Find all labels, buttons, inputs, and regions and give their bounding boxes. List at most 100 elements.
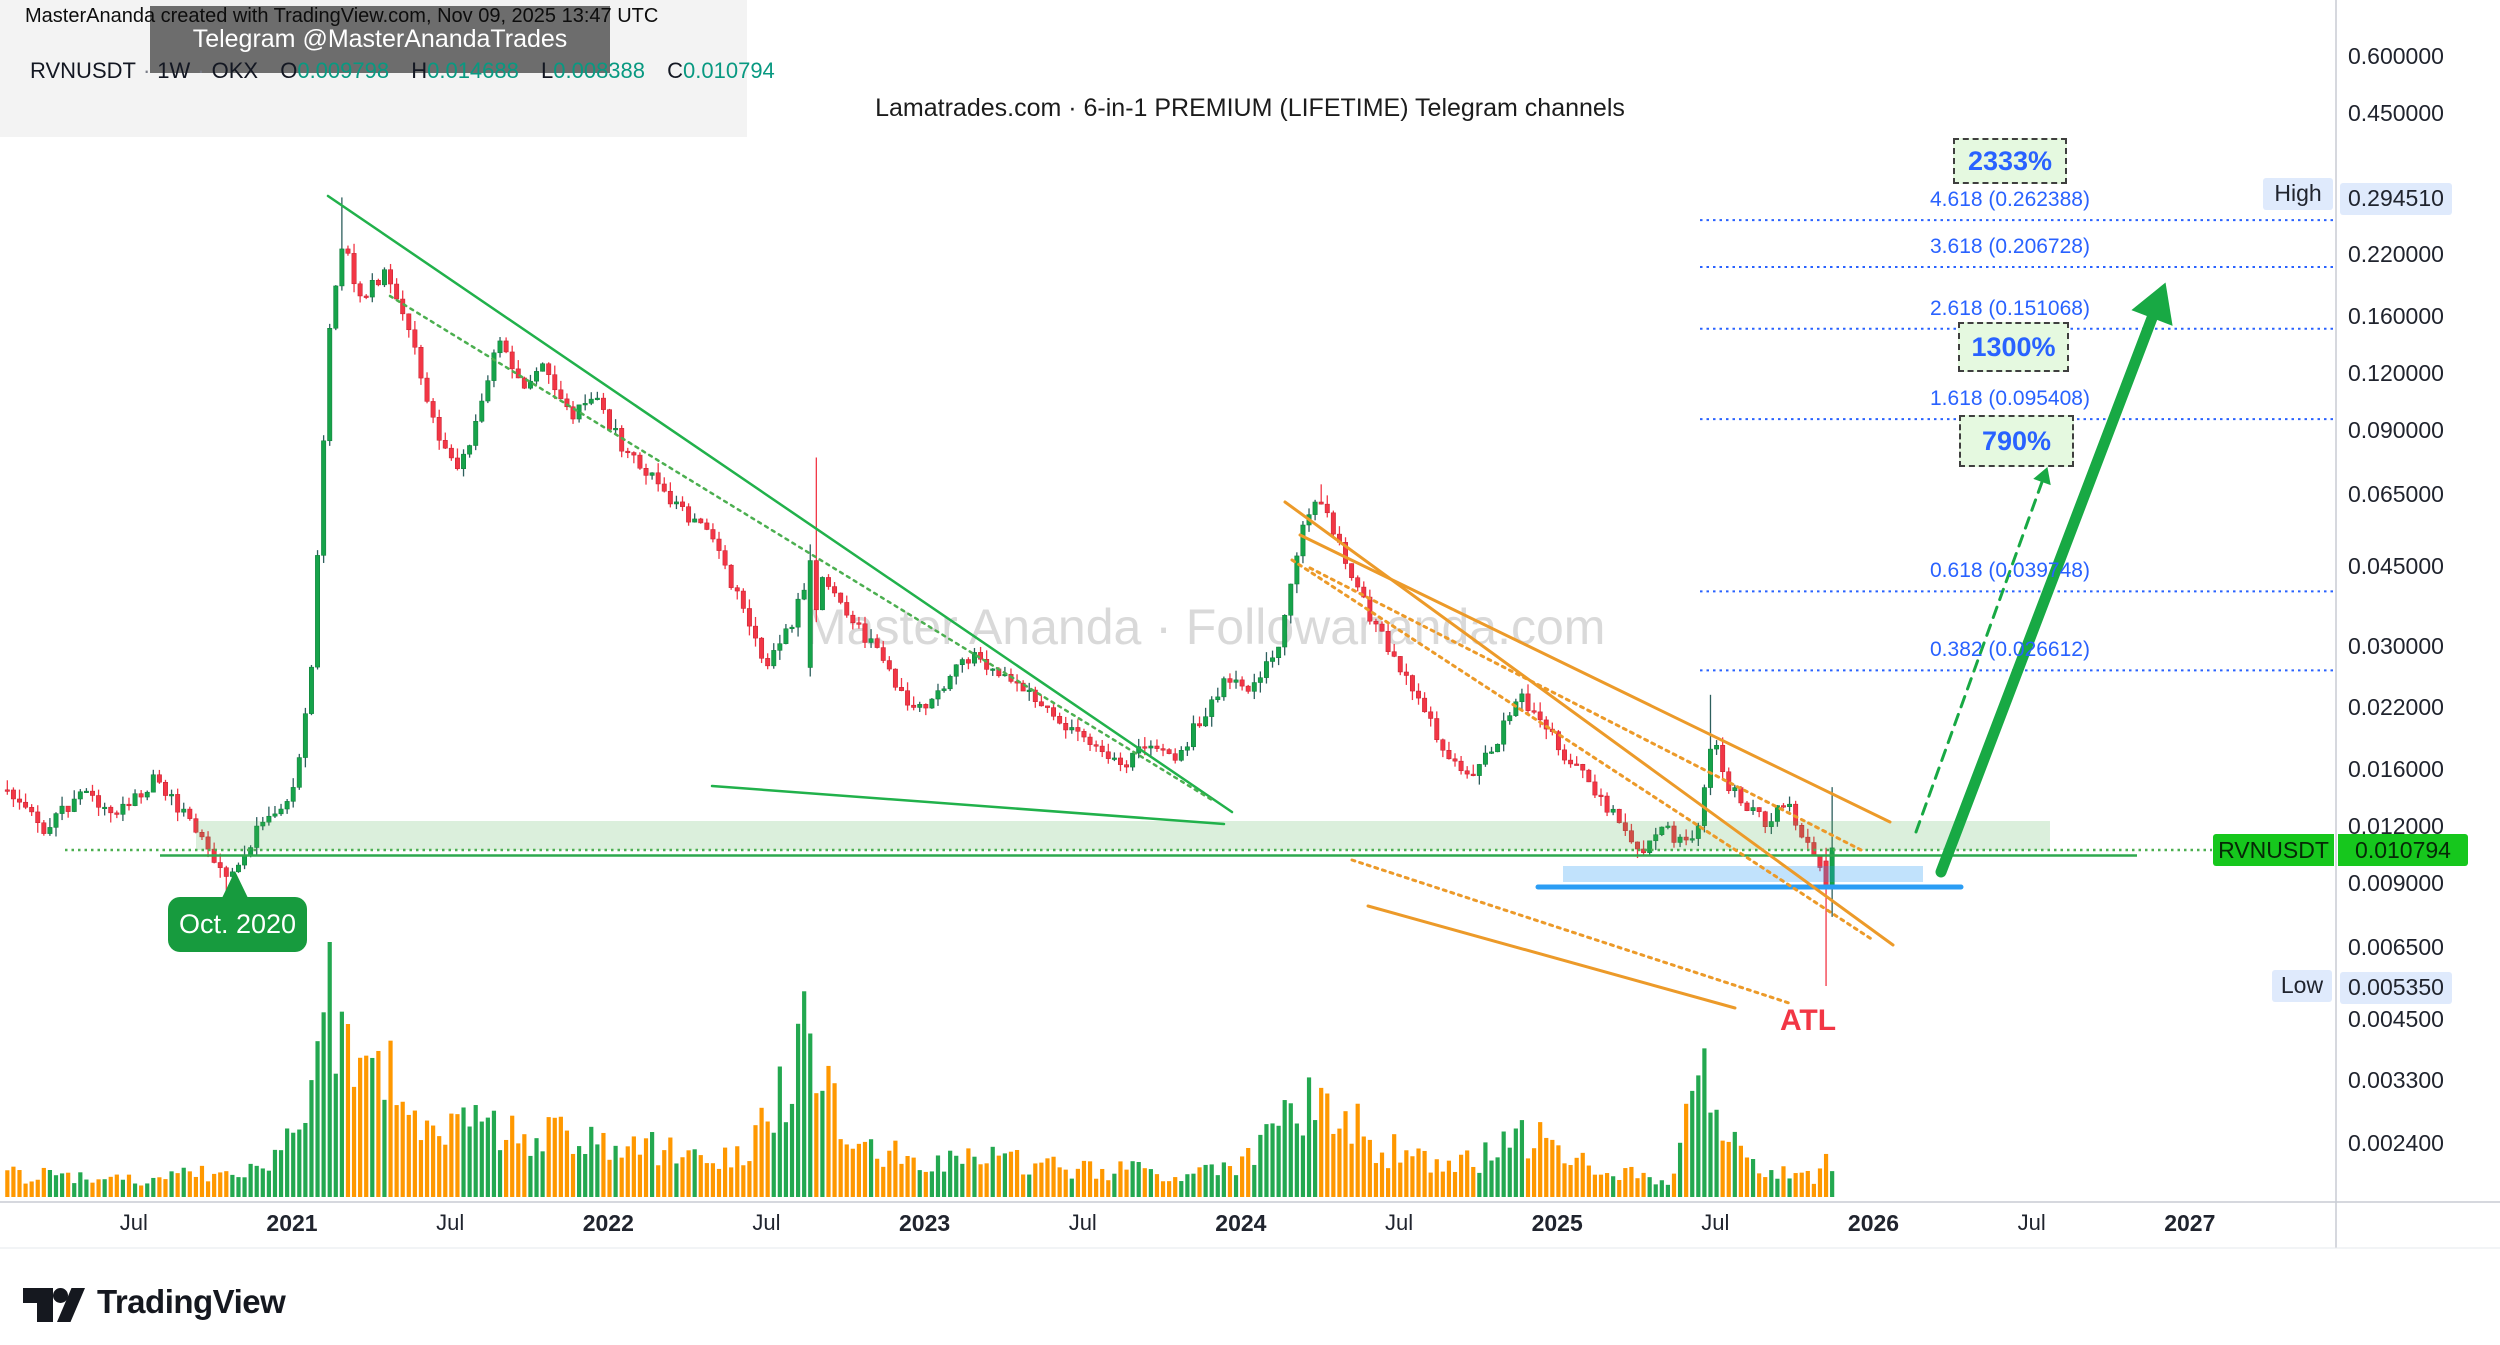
candle-body [369,280,375,298]
candle-body [71,798,77,812]
price-axis-highlight-value: 0.294510 [2340,183,2452,216]
candle-body [1628,830,1634,843]
candle-body [783,628,789,644]
volume-bar [1246,1147,1251,1197]
volume-bar [1051,1156,1056,1197]
orange-wedge-upper-short[interactable] [1298,533,1892,824]
candle-body [351,253,357,285]
volume-bar [1696,1075,1701,1197]
candle-body [832,586,838,594]
volume-bar [1611,1176,1616,1197]
candle-body [1580,764,1586,771]
price-axis-tick: 0.006500 [2348,933,2444,960]
support-zone-green[interactable] [196,821,2050,850]
candle-body [1288,583,1294,616]
candle-body [1744,802,1750,811]
exchange-label: OKX [211,58,259,83]
volume-bar [917,1170,922,1197]
big-green-arrow[interactable] [1935,312,2158,878]
candle-body [1653,834,1659,842]
telegram-chip[interactable]: Telegram @MasterAnandaTrades [150,6,610,73]
tradingview-logo[interactable]: TradingView [22,1278,286,1326]
volume-bar [1568,1165,1573,1197]
orange-lower-dotted[interactable] [1350,858,1794,1006]
orange-dotted-2[interactable] [1308,566,1867,854]
candle-body [302,713,308,758]
high-label: H [411,58,428,83]
candle-body [1525,693,1531,711]
volume-bar [1021,1174,1026,1197]
candle-body [1270,657,1275,662]
volume-bar [935,1155,941,1197]
volume-bar [212,1173,217,1197]
candle-body [1750,807,1756,811]
volume-bar [686,1150,691,1197]
separator-dot: · [142,58,151,83]
volume-bar [1647,1177,1652,1197]
volume-bar [1726,1141,1731,1197]
volume-bar [339,1011,344,1197]
green-wedge-upper-dotted[interactable] [388,294,1214,802]
candle-body [400,298,406,315]
volume-bar [1404,1150,1409,1197]
volume-bar [1641,1172,1646,1197]
volume-bar [364,1055,369,1197]
candle-body [199,832,205,838]
volume-bar [1617,1179,1622,1197]
volume-bar [1635,1178,1640,1197]
orange-lower-solid[interactable] [1366,904,1737,1010]
green-wedge-upper[interactable] [326,194,1234,814]
oct-2020-callout: Oct. 2020 [168,897,307,952]
candle-body [296,757,302,788]
oct-2020-pointer [222,871,248,898]
candle-body [1197,723,1202,727]
volume-bar [278,1150,284,1197]
green-wedge-lower[interactable] [710,784,1226,826]
candle-body [321,440,327,556]
candle-body [625,450,631,454]
volume-bar [1513,1128,1518,1197]
volume-bar [923,1171,928,1197]
candle-body [375,280,381,286]
candle-body [1422,697,1428,713]
candle-body [1227,678,1233,683]
time-axis-year-tick: 2025 [1531,1210,1583,1236]
volume-bar [1033,1163,1038,1197]
candle-body [1330,512,1336,535]
volume-bar [1501,1131,1506,1197]
candle-body [485,380,491,402]
candle-body [521,377,527,389]
volume-bar [1793,1173,1798,1197]
volume-bar [376,1050,381,1197]
demand-zone-blue[interactable] [1563,866,1923,882]
candle-body [1695,825,1701,839]
candle-body [1409,675,1415,692]
candle-body [4,789,10,792]
candle-body [838,592,844,603]
volume-bar [656,1165,661,1197]
volume-bar [516,1143,521,1197]
volume-bar [741,1165,746,1197]
price-axis-tick: 0.045000 [2348,553,2444,579]
volume-bar [90,1182,95,1197]
orange-dotted-1[interactable] [1290,558,1875,942]
symbol-legend[interactable]: RVNUSDT · 1W · OKX O0.009798 H0.014688 L0.00… [30,58,775,84]
volume-bar [1677,1142,1683,1197]
volume-bar [248,1163,253,1197]
volume-bar [1665,1184,1671,1197]
low-axis-tag: Low [2272,970,2332,1002]
projection-dashed-arrow[interactable] [1914,480,2044,834]
candle-body [108,806,114,814]
volume-bar [345,1024,351,1197]
candle-body [442,440,448,449]
candle-body [905,690,911,706]
candle-body [1032,689,1038,702]
volume-bar [193,1176,198,1197]
volume-bar [1343,1111,1348,1197]
candle-body [448,447,454,459]
candle-body [552,374,558,391]
volume-bar [473,1105,478,1197]
candle-body [187,808,193,819]
candle-body [1069,727,1075,731]
